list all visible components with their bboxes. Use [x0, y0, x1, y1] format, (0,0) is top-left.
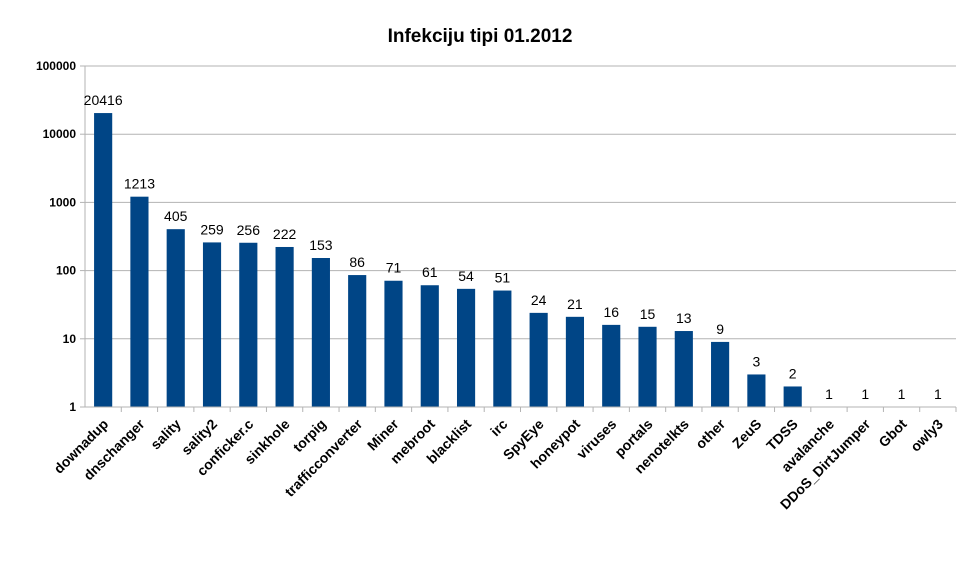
- data-label: 9: [716, 321, 724, 337]
- bar: [529, 312, 548, 407]
- bar: [602, 324, 621, 407]
- y-tick-label: 100000: [36, 59, 76, 73]
- bar: [674, 331, 693, 407]
- x-tick-label: other: [692, 415, 728, 451]
- y-tick-label: 1: [69, 400, 76, 414]
- data-label: 222: [273, 226, 297, 242]
- bar: [348, 275, 367, 407]
- data-label: 259: [200, 221, 224, 237]
- gridlines: [85, 65, 956, 340]
- data-label: 405: [164, 208, 188, 224]
- y-tick-label: 100: [56, 264, 76, 278]
- bar: [384, 280, 403, 407]
- data-label: 15: [640, 306, 656, 322]
- bar: [565, 316, 585, 407]
- bar: [783, 386, 802, 407]
- data-label: 51: [495, 270, 511, 286]
- y-tick-label: 10000: [43, 127, 77, 141]
- data-label: 2: [789, 365, 797, 381]
- bar: [202, 242, 222, 407]
- x-tick-label: Gbot: [875, 416, 910, 451]
- data-label: 16: [603, 304, 619, 320]
- bar: [420, 285, 439, 407]
- data-label: 153: [309, 237, 333, 253]
- bar: [239, 242, 258, 407]
- bar: [747, 374, 766, 407]
- data-label: 256: [237, 222, 261, 238]
- data-label: 21: [567, 296, 583, 312]
- data-label: 71: [386, 260, 402, 276]
- bar: [493, 290, 512, 407]
- y-tick-label: 10: [63, 332, 77, 346]
- data-label: 3: [752, 353, 760, 369]
- x-tick-label: ZeuS: [729, 416, 765, 452]
- data-label: 1: [861, 386, 869, 402]
- bar: [311, 258, 330, 407]
- bar: [456, 288, 476, 407]
- data-label: 24: [531, 292, 547, 308]
- x-tick-label: viruses: [573, 416, 619, 462]
- x-tick-label: irc: [487, 416, 511, 440]
- bar: [638, 326, 657, 407]
- bar: [711, 341, 730, 407]
- bar: [275, 246, 294, 407]
- bar: [130, 196, 149, 407]
- data-label: 1: [825, 386, 833, 402]
- data-label: 13: [676, 310, 692, 326]
- data-label: 1: [934, 386, 942, 402]
- data-label: 1213: [124, 176, 155, 192]
- bar: [94, 113, 113, 407]
- bar: [166, 229, 185, 407]
- y-tick-label: 1000: [49, 195, 76, 209]
- chart-title: Infekciju tipi 01.2012: [388, 26, 573, 47]
- x-tick-label: owly3: [907, 416, 946, 455]
- data-label: 61: [422, 264, 438, 280]
- data-label: 20416: [84, 92, 123, 108]
- data-label: 1: [898, 386, 906, 402]
- data-label: 86: [349, 254, 365, 270]
- bars: [94, 113, 802, 407]
- data-label: 54: [458, 268, 474, 284]
